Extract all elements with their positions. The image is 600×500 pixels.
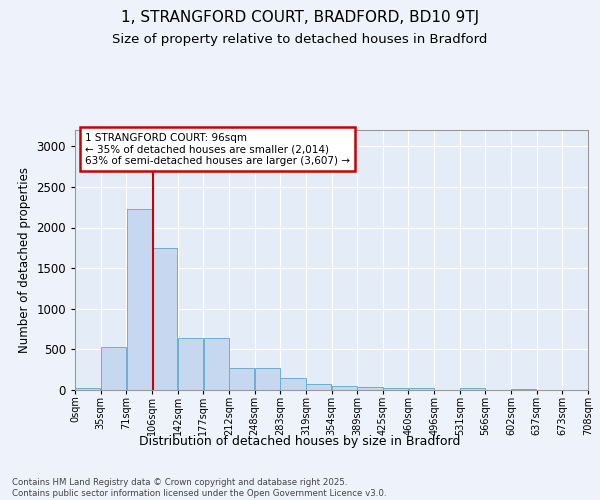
- Text: Contains HM Land Registry data © Crown copyright and database right 2025.
Contai: Contains HM Land Registry data © Crown c…: [12, 478, 386, 498]
- Bar: [255, 368, 280, 390]
- Bar: [460, 388, 485, 390]
- Bar: [358, 387, 383, 390]
- Text: Size of property relative to detached houses in Bradford: Size of property relative to detached ho…: [112, 32, 488, 46]
- Bar: [75, 388, 100, 390]
- Bar: [306, 384, 331, 390]
- Bar: [178, 338, 203, 390]
- Bar: [409, 388, 434, 390]
- Bar: [229, 368, 254, 390]
- Bar: [383, 388, 408, 390]
- Bar: [152, 248, 178, 390]
- Bar: [280, 378, 305, 390]
- Bar: [332, 386, 357, 390]
- Bar: [203, 338, 229, 390]
- Bar: [101, 347, 126, 390]
- Text: 1 STRANGFORD COURT: 96sqm
← 35% of detached houses are smaller (2,014)
63% of se: 1 STRANGFORD COURT: 96sqm ← 35% of detac…: [85, 132, 350, 166]
- Text: Distribution of detached houses by size in Bradford: Distribution of detached houses by size …: [139, 435, 461, 448]
- Text: 1, STRANGFORD COURT, BRADFORD, BD10 9TJ: 1, STRANGFORD COURT, BRADFORD, BD10 9TJ: [121, 10, 479, 25]
- Y-axis label: Number of detached properties: Number of detached properties: [18, 167, 31, 353]
- Bar: [127, 209, 152, 390]
